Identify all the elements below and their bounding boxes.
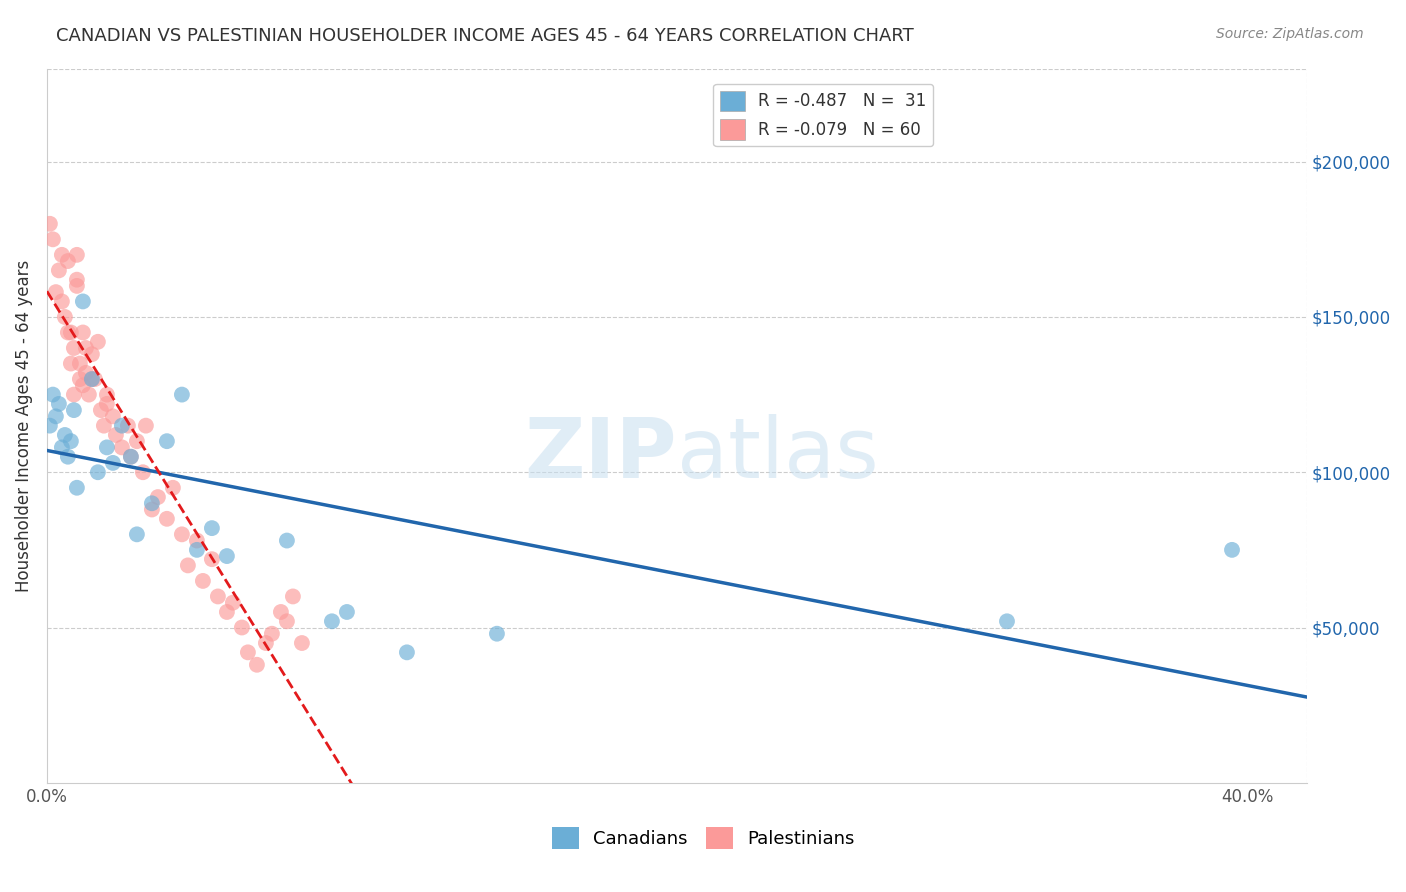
Point: [186, 533, 208, 548]
Point: [162, 481, 184, 495]
Point: [276, 615, 298, 629]
Point: [215, 549, 238, 563]
Point: [66, 248, 89, 262]
Point: [215, 605, 238, 619]
Text: atlas: atlas: [676, 414, 879, 495]
Point: [93, 418, 115, 433]
Point: [83, 372, 105, 386]
Point: [56, 450, 79, 464]
Point: [77, 387, 100, 401]
Point: [59, 434, 82, 449]
Point: [69, 357, 91, 371]
Point: [995, 615, 1018, 629]
Point: [38, 217, 60, 231]
Point: [125, 434, 148, 449]
Point: [336, 605, 359, 619]
Point: [201, 552, 224, 566]
Point: [135, 418, 157, 433]
Point: [48, 263, 70, 277]
Point: [270, 605, 292, 619]
Point: [170, 387, 193, 401]
Point: [141, 496, 163, 510]
Point: [177, 558, 200, 573]
Point: [80, 372, 103, 386]
Point: [96, 441, 118, 455]
Point: [51, 441, 73, 455]
Point: [146, 490, 169, 504]
Point: [72, 294, 94, 309]
Point: [66, 481, 89, 495]
Point: [201, 521, 224, 535]
Point: [246, 657, 269, 672]
Point: [111, 441, 134, 455]
Point: [101, 456, 124, 470]
Text: ZIP: ZIP: [524, 414, 676, 495]
Point: [48, 397, 70, 411]
Point: [321, 615, 343, 629]
Point: [191, 574, 214, 588]
Point: [90, 403, 112, 417]
Point: [111, 418, 134, 433]
Point: [1220, 542, 1243, 557]
Point: [207, 590, 229, 604]
Point: [56, 254, 79, 268]
Point: [63, 387, 86, 401]
Point: [87, 465, 110, 479]
Point: [96, 397, 118, 411]
Point: [104, 428, 127, 442]
Legend: R = -0.487   N =  31, R = -0.079   N = 60: R = -0.487 N = 31, R = -0.079 N = 60: [713, 84, 934, 146]
Legend: Canadians, Palestinians: Canadians, Palestinians: [544, 820, 862, 856]
Point: [281, 590, 304, 604]
Point: [63, 341, 86, 355]
Point: [222, 596, 245, 610]
Point: [51, 294, 73, 309]
Point: [66, 273, 89, 287]
Point: [42, 232, 65, 246]
Point: [186, 542, 208, 557]
Point: [80, 372, 103, 386]
Point: [231, 620, 253, 634]
Point: [485, 626, 508, 640]
Point: [45, 285, 67, 299]
Point: [101, 409, 124, 424]
Point: [75, 341, 97, 355]
Point: [395, 645, 418, 659]
Point: [291, 636, 314, 650]
Point: [120, 450, 142, 464]
Point: [66, 279, 89, 293]
Point: [75, 366, 97, 380]
Point: [59, 326, 82, 340]
Point: [236, 645, 259, 659]
Point: [170, 527, 193, 541]
Point: [141, 502, 163, 516]
Point: [45, 409, 67, 424]
Point: [254, 636, 277, 650]
Point: [38, 418, 60, 433]
Point: [42, 387, 65, 401]
Point: [51, 248, 73, 262]
Point: [120, 450, 142, 464]
Text: CANADIAN VS PALESTINIAN HOUSEHOLDER INCOME AGES 45 - 64 YEARS CORRELATION CHART: CANADIAN VS PALESTINIAN HOUSEHOLDER INCO…: [56, 27, 914, 45]
Point: [69, 372, 91, 386]
Point: [53, 428, 76, 442]
Point: [156, 434, 179, 449]
Point: [56, 326, 79, 340]
Point: [96, 387, 118, 401]
Point: [125, 527, 148, 541]
Point: [59, 357, 82, 371]
Point: [260, 626, 283, 640]
Point: [80, 347, 103, 361]
Point: [72, 326, 94, 340]
Point: [276, 533, 298, 548]
Point: [63, 403, 86, 417]
Point: [53, 310, 76, 324]
Point: [72, 378, 94, 392]
Y-axis label: Householder Income Ages 45 - 64 years: Householder Income Ages 45 - 64 years: [15, 260, 32, 591]
Point: [117, 418, 139, 433]
Point: [156, 512, 179, 526]
Point: [87, 334, 110, 349]
Text: Source: ZipAtlas.com: Source: ZipAtlas.com: [1216, 27, 1364, 41]
Point: [132, 465, 155, 479]
